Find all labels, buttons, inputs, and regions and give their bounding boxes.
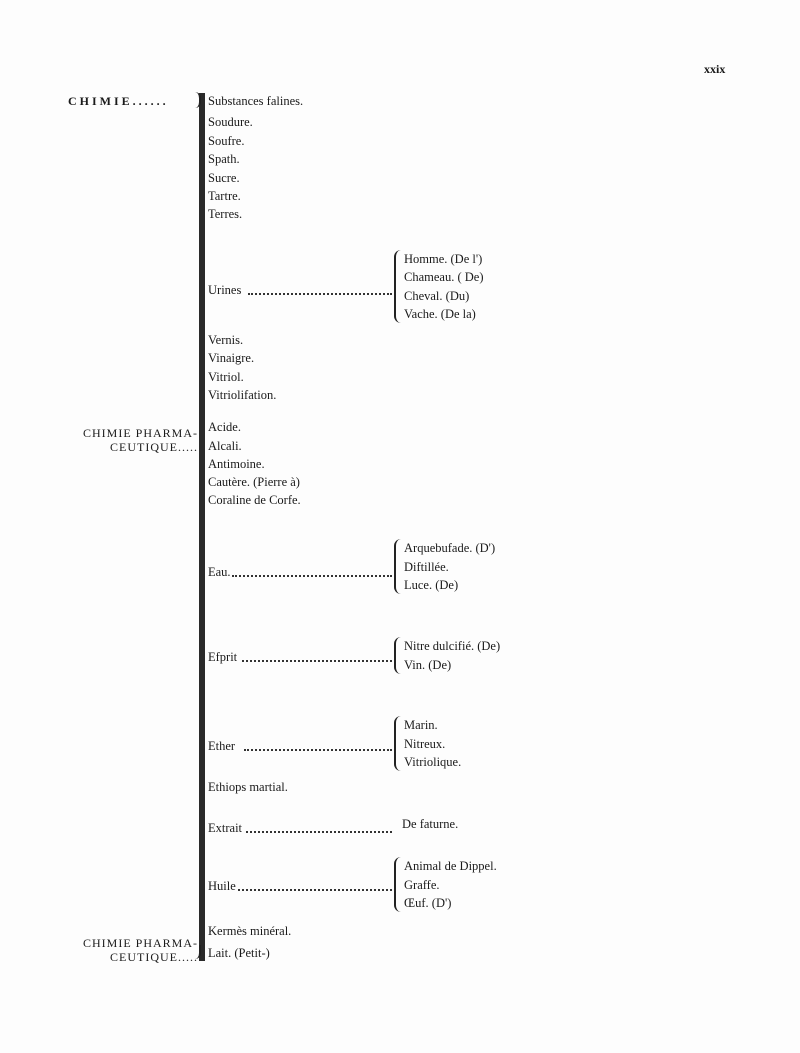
section-heading: CEUTIQUE..... <box>110 950 198 964</box>
section-heading: CEUTIQUE..... <box>110 440 198 454</box>
page-number: xxix <box>704 62 726 76</box>
sub-entry: Homme. (De l') <box>404 252 483 266</box>
sub-entry: Cheval. (Du) <box>404 289 470 303</box>
leader-dots <box>232 575 392 577</box>
entry-label: Ether <box>208 739 236 753</box>
entry-label: Soufre. <box>208 134 245 148</box>
sub-entry: Œuf. (D') <box>404 896 452 910</box>
leader-dots <box>246 831 392 833</box>
sub-entry: Vitriolique. <box>404 755 462 769</box>
leader-dots <box>244 749 392 751</box>
sub-entry: Vin. (De) <box>404 658 452 672</box>
leader-dots <box>248 293 392 295</box>
entry-label: Ethiops martial. <box>208 780 288 794</box>
section-heading: CHIMIE...... <box>68 94 169 108</box>
leader-dots <box>242 660 392 662</box>
sub-entry: Nitre dulcifié. (De) <box>404 639 501 653</box>
entry-label: Efprit <box>208 650 238 664</box>
leader-dots <box>238 889 392 891</box>
entry-label: Urines <box>208 283 242 297</box>
entry-label: Acide. <box>208 420 241 434</box>
sub-entry: De faturne. <box>402 817 459 831</box>
entry-label: Substances falines. <box>208 94 304 108</box>
curly-brace <box>394 637 403 674</box>
sub-entry: Luce. (De) <box>404 578 459 592</box>
entry-label: Eau. <box>208 565 231 579</box>
bracket-bar <box>199 93 205 961</box>
sub-entry: Animal de Dippel. <box>404 859 497 873</box>
entry-label: Extrait <box>208 821 243 835</box>
sub-entry: Graffe. <box>404 878 440 892</box>
entry-label: Vernis. <box>208 333 244 347</box>
entry-label: Antimoine. <box>208 457 265 471</box>
curly-brace <box>394 716 403 771</box>
sub-entry: Nitreux. <box>404 737 446 751</box>
entry-label: Vitriol. <box>208 370 244 384</box>
curly-brace <box>394 539 403 594</box>
bracket-mark <box>195 92 201 108</box>
entry-label: Spath. <box>208 152 240 166</box>
entry-label: Vinaigre. <box>208 351 255 365</box>
entry-label: Soudure. <box>208 115 253 129</box>
sub-entry: Arquebufade. (D') <box>404 541 496 555</box>
entry-label: Alcali. <box>208 439 242 453</box>
section-heading: CHIMIE PHARMA- <box>82 426 198 440</box>
entry-label: Huile <box>208 879 236 893</box>
entry-label: Sucre. <box>208 171 240 185</box>
sub-entry: Chameau. ( De) <box>404 270 484 284</box>
entry-label: Tartre. <box>208 189 241 203</box>
entry-label: Cautère. (Pierre à) <box>208 475 300 489</box>
entry-label: Kermès minéral. <box>208 924 292 938</box>
sub-entry: Diftillée. <box>404 560 449 574</box>
curly-brace <box>394 250 403 323</box>
sub-entry: Marin. <box>404 718 438 732</box>
sub-entry: Vache. (De la) <box>404 307 476 321</box>
section-heading: CHIMIE PHARMA- <box>82 936 198 950</box>
entry-label: Terres. <box>208 207 243 221</box>
entry-label: Lait. (Petit-) <box>208 946 270 960</box>
bracket-mark <box>194 945 201 959</box>
curly-brace <box>394 857 403 912</box>
entry-label: Vitriolifation. <box>208 388 277 402</box>
entry-label: Coraline de Corfe. <box>208 493 301 507</box>
